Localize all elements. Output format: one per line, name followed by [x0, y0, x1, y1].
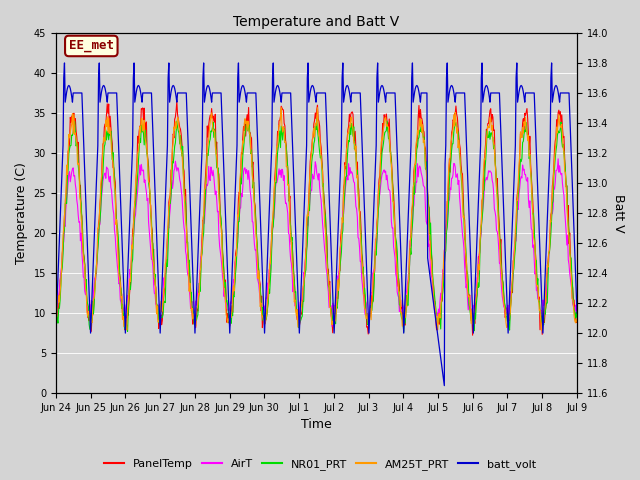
AM25T_PRT — [195, 291, 203, 297]
NR01_PRT — [396, 302, 403, 308]
NR01_PRT — [195, 280, 203, 286]
X-axis label: Time: Time — [301, 419, 332, 432]
AirT — [554, 156, 562, 162]
batt_volt — [61, 60, 68, 66]
AM25T_PRT — [52, 324, 60, 330]
batt_volt — [396, 210, 403, 216]
Line: batt_volt: batt_volt — [56, 63, 577, 385]
AirT — [573, 305, 581, 311]
AirT — [328, 324, 336, 329]
Line: NR01_PRT: NR01_PRT — [56, 119, 577, 332]
AirT — [396, 309, 403, 314]
batt_volt — [116, 170, 124, 176]
Title: Temperature and Batt V: Temperature and Batt V — [233, 15, 399, 29]
AM25T_PRT — [115, 271, 123, 277]
AirT — [195, 278, 203, 284]
NR01_PRT — [61, 201, 69, 206]
batt_volt — [573, 310, 581, 316]
NR01_PRT — [400, 329, 408, 335]
NR01_PRT — [313, 116, 321, 121]
batt_volt — [62, 94, 70, 100]
AM25T_PRT — [314, 105, 321, 110]
PanelTemp — [468, 332, 476, 338]
Y-axis label: Batt V: Batt V — [612, 194, 625, 232]
Y-axis label: Temperature (C): Temperature (C) — [15, 162, 28, 264]
PanelTemp — [396, 283, 403, 289]
PanelTemp — [573, 319, 581, 324]
batt_volt — [440, 383, 448, 388]
NR01_PRT — [573, 315, 581, 321]
NR01_PRT — [380, 133, 388, 139]
AM25T_PRT — [573, 319, 581, 325]
AirT — [380, 167, 388, 173]
Legend: PanelTemp, AirT, NR01_PRT, AM25T_PRT, batt_volt: PanelTemp, AirT, NR01_PRT, AM25T_PRT, ba… — [100, 455, 540, 474]
NR01_PRT — [52, 314, 60, 320]
batt_volt — [380, 89, 388, 95]
NR01_PRT — [115, 246, 123, 252]
AM25T_PRT — [380, 121, 388, 127]
AM25T_PRT — [538, 327, 545, 333]
Text: EE_met: EE_met — [69, 39, 114, 52]
AM25T_PRT — [396, 289, 403, 295]
batt_volt — [169, 84, 177, 89]
PanelTemp — [61, 213, 69, 218]
PanelTemp — [52, 315, 60, 321]
PanelTemp — [196, 282, 204, 288]
batt_volt — [196, 199, 204, 204]
Line: AirT: AirT — [56, 159, 577, 326]
AirT — [168, 178, 175, 183]
AirT — [61, 224, 69, 229]
AM25T_PRT — [168, 158, 175, 164]
AirT — [115, 281, 123, 287]
PanelTemp — [173, 98, 180, 104]
Line: PanelTemp: PanelTemp — [56, 101, 577, 335]
AirT — [52, 308, 60, 313]
NR01_PRT — [168, 178, 175, 184]
Line: AM25T_PRT: AM25T_PRT — [56, 108, 577, 330]
AM25T_PRT — [61, 198, 69, 204]
PanelTemp — [380, 112, 388, 118]
PanelTemp — [115, 253, 123, 259]
PanelTemp — [168, 166, 175, 171]
batt_volt — [52, 330, 60, 336]
